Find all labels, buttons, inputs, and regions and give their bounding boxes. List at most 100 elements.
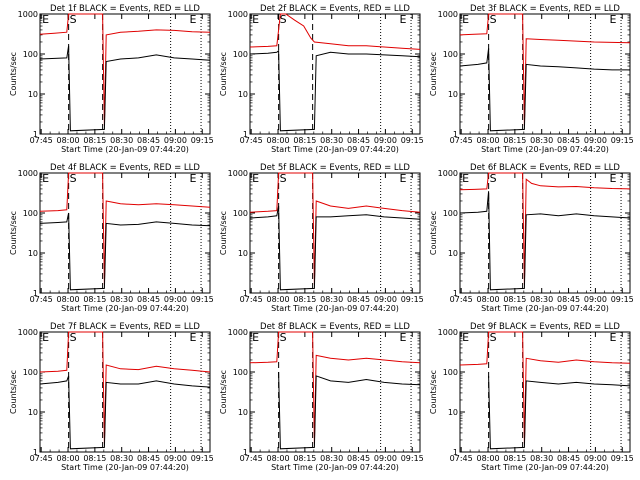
chart-panel-2: Det 2f BLACK = Events, RED = LLD 1 10 100 10… — [219, 4, 424, 154]
x-axis-label: Start Time (20-Jan-09 07:44:20) — [271, 304, 399, 313]
x-tick-label: 08:15 — [293, 295, 316, 304]
event-marker-label: S — [280, 331, 287, 344]
y-tick-label: 1000 — [228, 328, 248, 337]
red-series-line — [249, 13, 421, 50]
x-tick-label: 08:30 — [530, 295, 553, 304]
x-tick-label: 08:15 — [83, 295, 106, 304]
y-tick-label: 1000 — [228, 169, 248, 178]
event-marker-label: E — [252, 331, 259, 344]
x-tick-label: 07:45 — [240, 136, 263, 145]
y-tick-label: 100 — [443, 209, 458, 218]
event-marker-label: E — [42, 331, 49, 344]
x-tick-label: 07:45 — [450, 136, 473, 145]
black-series-line — [459, 48, 630, 132]
chart-panel-4: Det 4f BLACK = Events, RED = LLD 1 10 100 10… — [9, 163, 214, 313]
x-tick-label: 07:45 — [240, 454, 263, 463]
x-tick-label: 08:15 — [293, 136, 316, 145]
y-tick-label: 1000 — [438, 169, 458, 178]
y-axis-label: Counts/sec — [9, 370, 18, 414]
y-tick-label: 1 — [33, 289, 38, 298]
y-tick-label: 1000 — [438, 328, 458, 337]
x-tick-label: 07:45 — [30, 136, 53, 145]
event-marker-label: E — [42, 13, 49, 26]
y-tick-label: 1 — [243, 130, 248, 139]
event-marker-label: E — [252, 172, 259, 185]
y-tick-label: 10 — [448, 90, 458, 99]
x-tick-label: 08:45 — [137, 454, 160, 463]
x-tick-label: 09:15 — [401, 454, 424, 463]
y-axis-label: Counts/sec — [219, 52, 228, 96]
x-tick-label: 09:15 — [191, 295, 214, 304]
x-tick-label: 08:45 — [347, 295, 370, 304]
x-tick-label: 08:30 — [530, 454, 553, 463]
chart-title: Det 9f BLACK = Events, RED = LLD — [470, 322, 620, 332]
x-axis-label: Start Time (20-Jan-09 07:44:20) — [61, 463, 189, 472]
y-tick-label: 1000 — [228, 10, 248, 19]
y-tick-label: 1000 — [18, 10, 38, 19]
y-tick-label: 1 — [453, 448, 458, 457]
x-tick-label: 09:00 — [374, 295, 397, 304]
x-tick-label: 08:00 — [56, 454, 79, 463]
plot-frame — [249, 13, 421, 135]
event-marker-label: E — [610, 172, 617, 185]
event-marker-label: S — [490, 13, 497, 26]
event-marker-label: S — [70, 13, 77, 26]
y-tick-label: 10 — [28, 90, 38, 99]
plot-frame — [39, 331, 211, 453]
event-marker-label: S — [490, 172, 497, 185]
chart-panel-3: Det 3f BLACK = Events, RED = LLD 1 10 100 10… — [429, 4, 634, 154]
event-marker-label: E — [610, 331, 617, 344]
event-marker-label: S — [490, 331, 497, 344]
y-tick-label: 1 — [33, 130, 38, 139]
x-tick-label: 08:00 — [266, 454, 289, 463]
x-tick-label: 08:30 — [320, 454, 343, 463]
y-axis-label: Counts/sec — [429, 211, 438, 255]
red-series-line — [39, 13, 211, 126]
x-tick-label: 09:00 — [164, 454, 187, 463]
x-tick-label: 09:15 — [611, 295, 634, 304]
y-tick-label: 1000 — [18, 328, 38, 337]
chart-title: Det 5f BLACK = Events, RED = LLD — [260, 163, 410, 173]
y-tick-label: 100 — [443, 50, 458, 59]
event-marker-label: S — [280, 172, 287, 185]
x-tick-label: 09:00 — [584, 136, 607, 145]
x-tick-label: 08:45 — [557, 136, 580, 145]
event-marker-label: E — [462, 172, 469, 185]
event-marker-label: E — [252, 13, 259, 26]
red-series-line — [249, 331, 421, 444]
x-axis-label: Start Time (20-Jan-09 07:44:20) — [271, 145, 399, 154]
y-axis-label: Counts/sec — [429, 370, 438, 414]
plot-frame — [459, 331, 631, 453]
x-axis-label: Start Time (20-Jan-09 07:44:20) — [61, 304, 189, 313]
x-tick-label: 08:30 — [320, 295, 343, 304]
x-tick-label: 08:45 — [557, 454, 580, 463]
red-series-line — [39, 172, 211, 285]
y-tick-label: 1 — [453, 289, 458, 298]
chart-panel-1: Det 1f BLACK = Events, RED = LLD 1 10 100 10… — [9, 4, 214, 154]
x-tick-label: 08:45 — [347, 136, 370, 145]
x-tick-label: 08:45 — [137, 136, 160, 145]
x-tick-label: 08:00 — [266, 295, 289, 304]
y-axis-label: Counts/sec — [9, 52, 18, 96]
x-axis-label: Start Time (20-Jan-09 07:44:20) — [271, 463, 399, 472]
event-marker-label: E — [190, 13, 197, 26]
black-series-line — [249, 205, 421, 291]
x-tick-label: 09:15 — [191, 454, 214, 463]
event-marker-label: E — [462, 13, 469, 26]
x-tick-label: 08:45 — [137, 295, 160, 304]
event-marker-label: S — [280, 13, 287, 26]
x-tick-label: 07:45 — [240, 295, 263, 304]
x-tick-label: 08:00 — [56, 136, 79, 145]
x-tick-label: 09:15 — [611, 136, 634, 145]
event-marker-label: E — [190, 331, 197, 344]
x-tick-label: 08:30 — [320, 136, 343, 145]
chart-panel-8: Det 8f BLACK = Events, RED = LLD 1 10 100 10… — [219, 322, 424, 472]
x-tick-label: 07:45 — [450, 454, 473, 463]
x-tick-label: 08:30 — [110, 295, 133, 304]
y-tick-label: 100 — [23, 368, 38, 377]
y-axis-label: Counts/sec — [9, 211, 18, 255]
chart-panel-6: Det 6f BLACK = Events, RED = LLD 1 10 100 10… — [429, 163, 634, 313]
event-marker-label: E — [400, 13, 407, 26]
plot-frame — [249, 331, 421, 453]
